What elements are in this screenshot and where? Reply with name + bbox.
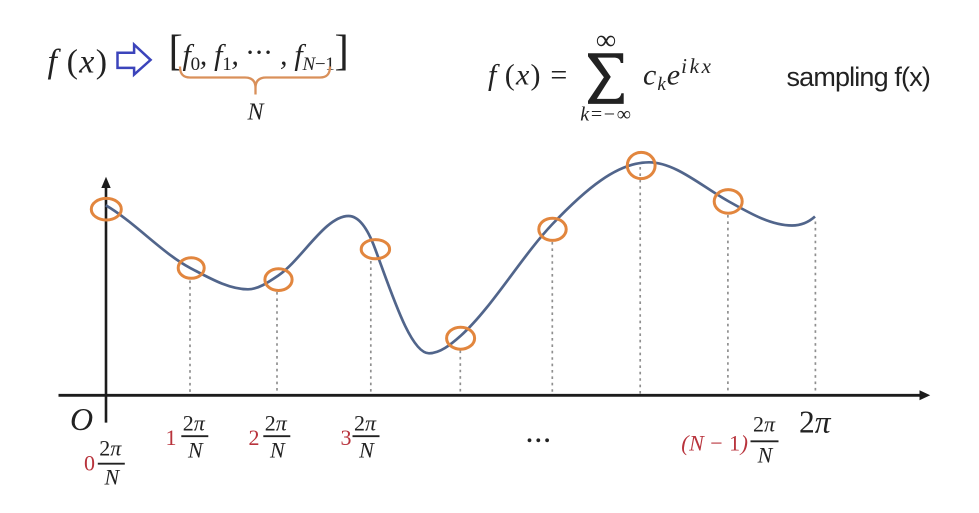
svg-text:f (x) =: f (x) =	[488, 59, 568, 92]
svg-text:k=−∞: k=−∞	[580, 104, 633, 126]
svg-text:(N − 1): (N − 1)	[681, 431, 748, 456]
svg-text:N: N	[187, 437, 204, 462]
svg-text:f (x): f (x)	[48, 44, 109, 81]
svg-text:2π: 2π	[265, 410, 288, 435]
svg-text:2π: 2π	[99, 436, 122, 461]
svg-text:0: 0	[84, 450, 95, 475]
svg-text:N: N	[246, 100, 265, 126]
svg-text:2π: 2π	[183, 410, 206, 435]
svg-text:N: N	[269, 437, 286, 462]
svg-text:3: 3	[341, 425, 352, 450]
svg-text:1: 1	[166, 425, 177, 450]
svg-text:2π: 2π	[354, 410, 377, 435]
svg-text:N: N	[103, 465, 120, 490]
svg-text:2π: 2π	[753, 412, 776, 437]
svg-text:2: 2	[249, 425, 260, 450]
svg-text:2π: 2π	[799, 405, 832, 440]
svg-text:O: O	[70, 401, 93, 437]
svg-text:N: N	[358, 437, 375, 462]
svg-text:∞: ∞	[596, 25, 616, 56]
svg-text:N: N	[757, 443, 774, 468]
svg-text:sampling f(x): sampling f(x)	[787, 62, 931, 92]
